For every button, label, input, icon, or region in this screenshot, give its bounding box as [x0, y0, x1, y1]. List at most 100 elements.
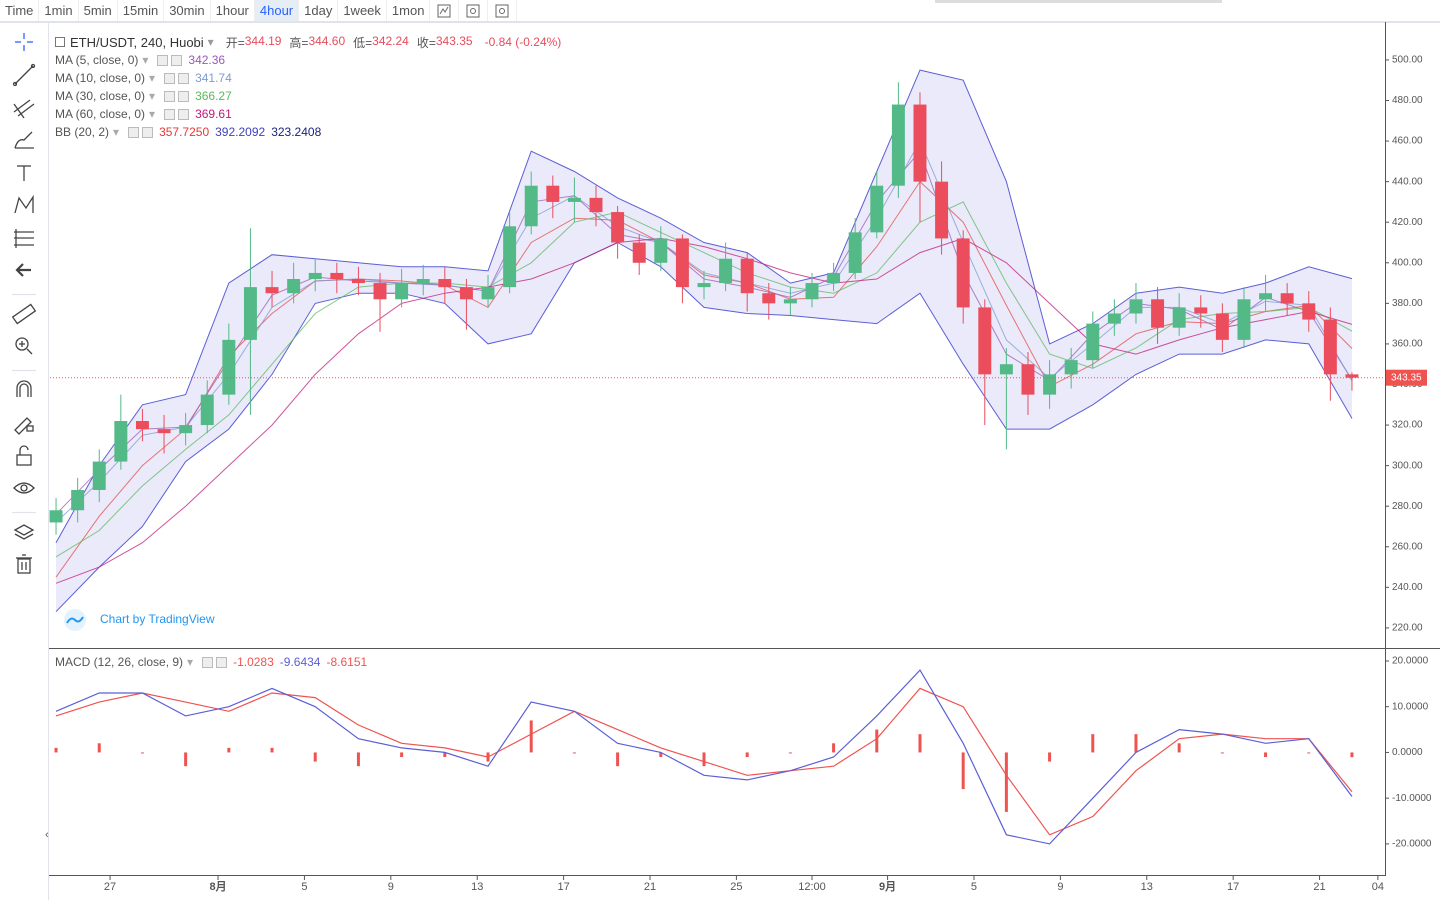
candle-body	[1323, 319, 1337, 375]
screenshot-button[interactable]	[488, 0, 518, 21]
watermark: Chart by TradingView	[64, 609, 215, 631]
watermark-text: Chart by TradingView	[100, 612, 215, 626]
histogram-bar	[1307, 752, 1311, 754]
interval-button[interactable]: 1mon	[387, 0, 431, 21]
remove-button[interactable]	[178, 108, 190, 120]
histogram-bar	[356, 752, 360, 767]
settings-button[interactable]	[164, 72, 176, 84]
settings-button[interactable]	[128, 126, 140, 138]
y-tick-label: 360.00	[1392, 339, 1423, 350]
candle-body	[222, 339, 236, 395]
stay-drawing-tool[interactable]	[14, 417, 34, 435]
settings-button[interactable]	[202, 656, 214, 668]
hide-toolbar[interactable]	[15, 263, 31, 277]
indicators-button[interactable]	[459, 0, 489, 21]
histogram-bar	[1048, 752, 1052, 762]
candle-body	[956, 238, 970, 308]
interval-button[interactable]: 1week	[338, 0, 387, 21]
y-tick-label: 500.00	[1392, 55, 1423, 66]
compare-icon	[437, 4, 451, 17]
text-tool[interactable]	[17, 165, 31, 181]
ohlc-value: 343.35	[435, 33, 473, 48]
study-name[interactable]: MA (5, close, 0)	[55, 53, 139, 67]
remove-drawings[interactable]	[16, 554, 32, 574]
histogram-bar	[702, 752, 706, 767]
symbol[interactable]: ETH/USDT, 240, Huobi	[70, 34, 204, 50]
collapse-arrow[interactable]: ‹	[45, 829, 49, 841]
collapse-legend[interactable]	[55, 37, 65, 47]
moving-average	[55, 201, 1353, 558]
x-tick-label: 8月	[209, 880, 226, 893]
candle-body	[589, 197, 603, 213]
zoom-tool[interactable]	[15, 337, 33, 355]
compare-button[interactable]	[430, 0, 460, 21]
y-tick-label: 460.00	[1392, 136, 1423, 147]
symbol-menu[interactable]: ▾	[207, 35, 214, 49]
remove-button[interactable]	[178, 72, 190, 84]
watermark-logo-wave	[66, 616, 84, 624]
x-tick-label: 9	[1057, 881, 1063, 893]
interval-button[interactable]: 30min	[164, 0, 211, 21]
y-tick-label: 420.00	[1392, 217, 1423, 228]
study-name[interactable]: BB (20, 2)	[55, 125, 110, 139]
y-tick-label: 10.0000	[1392, 701, 1429, 712]
brush-tool[interactable]	[14, 131, 34, 149]
study-menu[interactable]: ▾	[187, 655, 194, 669]
remove-button[interactable]	[178, 90, 190, 102]
settings-button[interactable]	[157, 54, 169, 66]
lock-tool[interactable]	[16, 445, 32, 466]
study-name[interactable]: MA (10, close, 0)	[55, 71, 146, 85]
trend-line-tool[interactable]	[12, 63, 36, 87]
settings-button[interactable]	[164, 90, 176, 102]
visibility-tool[interactable]	[13, 482, 35, 494]
candle-body	[265, 287, 279, 294]
interval-button[interactable]: 1min	[39, 0, 79, 21]
x-tick-label: 12:00	[798, 881, 826, 893]
study-name[interactable]: MACD (12, 26, close, 9)	[55, 655, 184, 669]
study-name[interactable]: MA (60, close, 0)	[55, 107, 146, 121]
study-legend: MACD (12, 26, close, 9) ▾ -1.0283 -9.6434 -8…	[55, 653, 367, 671]
study-menu[interactable]: ▾	[113, 125, 120, 139]
candle-body	[935, 181, 949, 239]
candle-body	[567, 197, 581, 202]
histogram-bar	[1091, 734, 1095, 753]
pitchfork-tool[interactable]	[13, 99, 35, 119]
histogram-bar	[313, 752, 317, 762]
magnet-tool[interactable]	[16, 380, 32, 397]
interval-button[interactable]: 1hour	[211, 0, 255, 21]
study-menu[interactable]: ▾	[149, 89, 156, 103]
study-menu[interactable]: ▾	[142, 53, 149, 67]
x-tick-label: 04	[1372, 881, 1384, 893]
interval-button[interactable]: Time	[0, 0, 40, 21]
histogram-bar	[616, 752, 620, 767]
candle-body	[978, 307, 992, 375]
y-tick-label: 320.00	[1392, 420, 1423, 431]
object-tree[interactable]	[13, 524, 35, 540]
candle-body	[1259, 293, 1273, 300]
interval-button[interactable]: 15min	[118, 0, 165, 21]
interval-button[interactable]: 4hour	[254, 0, 300, 21]
moving-average	[55, 237, 1353, 584]
candle-body	[719, 258, 733, 284]
measure-tool[interactable]	[11, 303, 37, 325]
study-menu[interactable]: ▾	[149, 107, 156, 121]
x-tick-label: 5	[301, 881, 307, 893]
remove-button[interactable]	[216, 656, 228, 668]
candle-body	[1237, 299, 1251, 340]
histogram-bar	[745, 752, 749, 758]
pattern-tool[interactable]	[14, 194, 34, 214]
remove-button[interactable]	[171, 54, 183, 66]
remove-button[interactable]	[142, 126, 154, 138]
histogram-bar	[140, 752, 144, 754]
candle-body	[632, 242, 646, 263]
study-name[interactable]: MA (30, close, 0)	[55, 89, 146, 103]
crosshair-tool[interactable]	[15, 33, 33, 51]
interval-button[interactable]: 5min	[79, 0, 118, 21]
last-price-label: 343.35	[1391, 372, 1422, 383]
prediction-tool[interactable]	[14, 229, 34, 248]
study-menu[interactable]: ▾	[149, 71, 156, 85]
interval-button[interactable]: 1day	[299, 0, 339, 21]
settings-button[interactable]	[164, 108, 176, 120]
x-tick-label: 27	[104, 881, 116, 893]
